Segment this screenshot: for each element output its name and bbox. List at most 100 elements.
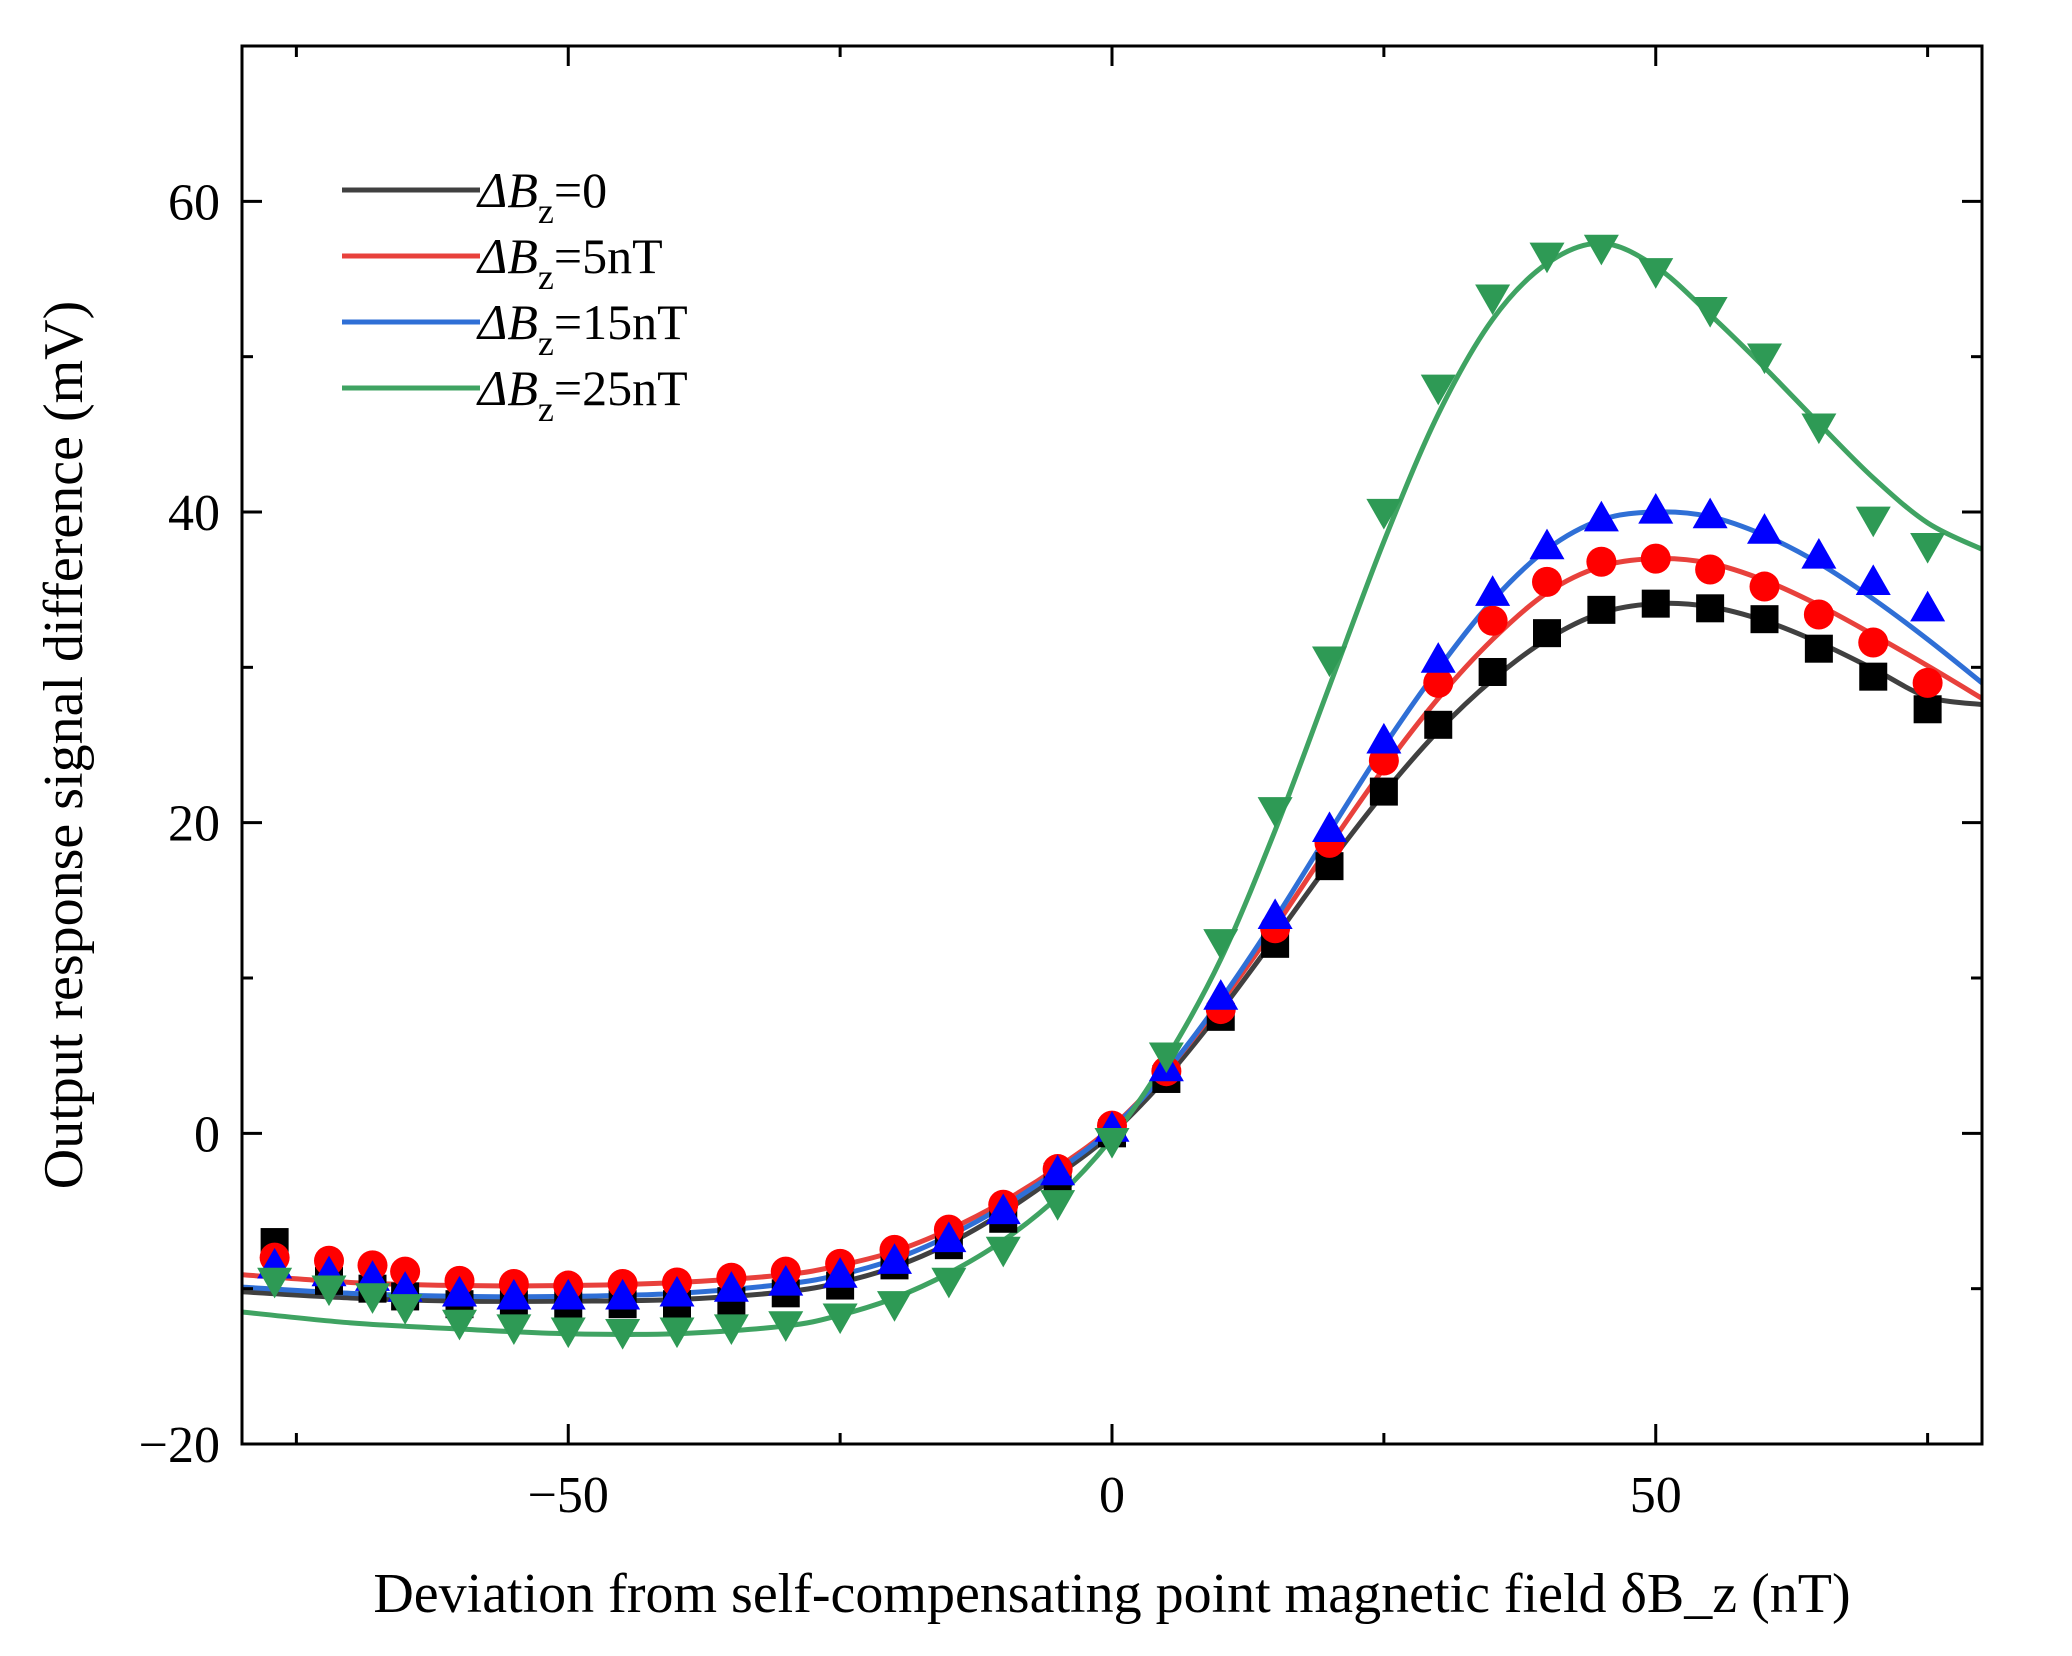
data-point <box>1366 498 1402 530</box>
data-point <box>1423 667 1454 698</box>
data-point <box>1803 599 1834 630</box>
data-point <box>1747 343 1782 375</box>
data-point <box>1529 528 1565 560</box>
data-point <box>550 1278 586 1310</box>
data-point <box>605 1278 641 1310</box>
data-point <box>1420 374 1456 406</box>
data-point <box>1695 554 1726 585</box>
data-point <box>1475 284 1511 316</box>
data-point <box>1040 1190 1076 1221</box>
data-point <box>1640 543 1671 574</box>
data-point <box>355 1260 390 1291</box>
data-point <box>1801 537 1837 569</box>
data-point <box>768 1311 804 1342</box>
data-point <box>1532 566 1562 597</box>
data-point <box>1855 506 1891 538</box>
data-point <box>1420 642 1456 673</box>
data-point <box>257 1267 293 1299</box>
data-point <box>387 1271 423 1302</box>
data-point <box>1475 575 1511 606</box>
data-point <box>1692 497 1728 529</box>
data-point <box>1638 258 1674 289</box>
data-point <box>1312 646 1347 678</box>
x-axis-label: Deviation from self-compensating point m… <box>373 1563 1850 1625</box>
data-point <box>1749 571 1780 602</box>
data-point <box>931 1267 967 1299</box>
y-tick-label: 0 <box>194 1106 220 1163</box>
data-point <box>1696 594 1725 623</box>
legend-entry: ΔBz=5nT <box>476 228 663 297</box>
data-point <box>1203 929 1239 960</box>
data-point <box>1583 234 1619 266</box>
data-point <box>1369 777 1398 806</box>
x-tick-label: 0 <box>1099 1467 1125 1524</box>
data-point <box>768 1264 804 1296</box>
legend-entry: ΔBz=25nT <box>476 360 688 429</box>
data-point <box>1912 667 1943 698</box>
axis-ticks: −50 0 50 −20 0 20 40 60 <box>139 44 1982 1524</box>
x-tick-label: 50 <box>1630 1467 1682 1524</box>
data-point <box>1203 979 1239 1010</box>
data-point <box>985 1236 1021 1268</box>
data-point <box>496 1278 532 1310</box>
data-point <box>1859 662 1888 691</box>
data-point <box>1040 1154 1076 1186</box>
data-point <box>1257 898 1293 929</box>
data-point <box>1587 595 1616 624</box>
data-point <box>659 1275 695 1307</box>
legend-entry: ΔBz=0 <box>476 162 607 231</box>
y-axis-label: Output response signal difference (mV) <box>33 301 95 1189</box>
data-point <box>1094 1127 1130 1159</box>
data-point <box>1858 627 1889 658</box>
data-point <box>550 1317 586 1349</box>
data-point <box>822 1303 858 1335</box>
data-point <box>442 1275 477 1307</box>
data-point <box>1529 242 1565 274</box>
data-point <box>877 1291 912 1322</box>
data-point <box>605 1319 641 1350</box>
data-point <box>1257 797 1293 828</box>
y-tick-label: 20 <box>168 796 220 853</box>
data-point <box>713 1271 749 1302</box>
data-point <box>1586 546 1617 577</box>
data-point <box>877 1243 912 1274</box>
data-point <box>496 1314 532 1345</box>
data-point <box>659 1317 695 1349</box>
data-point <box>1801 413 1837 445</box>
data-point <box>1533 619 1561 648</box>
data-point <box>1148 1042 1184 1074</box>
y-tick-label: −20 <box>139 1417 220 1474</box>
data-point <box>1913 695 1942 724</box>
data-point <box>311 1275 347 1307</box>
data-point <box>1312 811 1347 843</box>
data-point <box>1638 492 1674 524</box>
data-point <box>1583 500 1619 532</box>
data-point <box>1747 513 1782 544</box>
y-tick-label: 60 <box>168 174 220 231</box>
legend-entry: ΔBz=15nT <box>476 294 688 363</box>
x-tick-label: −50 <box>528 1467 609 1524</box>
data-point <box>1804 634 1833 663</box>
data-point <box>1855 564 1891 596</box>
data-point <box>1692 296 1728 328</box>
data-point <box>1750 605 1779 634</box>
data-point <box>1910 533 1946 564</box>
data-point <box>822 1257 858 1288</box>
data-point <box>1477 605 1508 636</box>
data-point <box>713 1314 749 1345</box>
data-point <box>355 1283 390 1314</box>
y-tick-label: 40 <box>168 485 220 542</box>
data-markers <box>257 234 1946 1350</box>
data-point <box>1910 590 1946 622</box>
data-point <box>985 1193 1021 1225</box>
data-point <box>1641 589 1670 618</box>
data-point <box>931 1221 967 1253</box>
data-point <box>442 1309 477 1341</box>
data-point <box>1424 710 1453 739</box>
data-point <box>387 1294 423 1325</box>
data-point <box>1366 722 1402 754</box>
data-point <box>1478 657 1507 686</box>
